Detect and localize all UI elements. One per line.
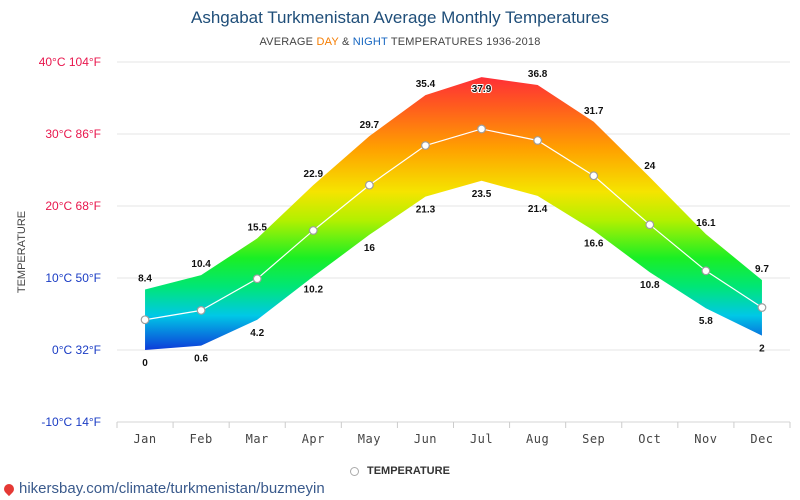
x-tick-label: May (358, 432, 381, 446)
night-value-label: 0 (142, 358, 148, 369)
night-value-label: 23.5 (472, 189, 492, 200)
y-tick-label: 30°C 86°F (45, 127, 101, 141)
mean-point (645, 220, 655, 230)
mean-point (589, 171, 599, 181)
y-tick-label: 40°C 104°F (39, 55, 101, 69)
night-value-label: 21.3 (416, 205, 436, 216)
mean-point (364, 180, 374, 190)
night-value-label: 2 (759, 344, 765, 355)
x-tick-label: Jun (414, 432, 437, 446)
chart-subtitle: AVERAGE DAY & NIGHT TEMPERATURES 1936-20… (0, 36, 800, 48)
mean-point (421, 141, 430, 150)
source-url: hikersbay.com/climate/turkmenistan/buzme… (19, 480, 325, 497)
day-value-label: 36.8 (528, 69, 548, 80)
day-value-label: 37.9 (472, 84, 492, 95)
x-tick-label: Jan (133, 432, 156, 446)
x-tick-label: Aug (526, 432, 549, 446)
night-value-label: 10.8 (640, 280, 660, 291)
night-value-label: 16 (364, 243, 376, 254)
mean-point (533, 136, 543, 145)
subtitle-day: DAY (316, 36, 339, 48)
chart-legend[interactable]: TEMPERATURE (350, 465, 450, 477)
x-tick-label: Jul (470, 432, 493, 446)
subtitle-amp: & (338, 36, 353, 48)
y-tick-label: -10°C 14°F (41, 415, 101, 429)
mean-point (252, 274, 262, 284)
source-link[interactable]: hikersbay.com/climate/turkmenistan/buzme… (1, 480, 325, 497)
subtitle-suffix: TEMPERATURES 1936-2018 (387, 36, 541, 48)
day-value-label: 16.1 (696, 218, 716, 229)
mean-temperature-line (144, 128, 763, 321)
subtitle-prefix: AVERAGE (259, 36, 317, 48)
x-tick-label: Dec (750, 432, 773, 446)
day-value-label: 22.9 (304, 169, 324, 180)
subtitle-night: NIGHT (352, 36, 388, 48)
day-value-label: 24 (644, 161, 656, 172)
x-tick-label: Sep (582, 432, 605, 446)
x-tick-label: Apr (302, 432, 325, 446)
temperature-range-band (145, 77, 762, 351)
night-value-label: 5.8 (699, 316, 713, 327)
mean-point (701, 266, 711, 276)
day-value-label: 29.7 (360, 120, 380, 131)
y-axis-title: TEMPERATURE (16, 211, 28, 293)
x-tick-label: Feb (190, 432, 213, 446)
x-tick-label: Nov (694, 432, 717, 446)
y-tick-label: 0°C 32°F (52, 343, 101, 357)
legend-marker-icon (350, 466, 359, 476)
map-pin-icon (1, 481, 17, 497)
mean-point (196, 306, 206, 315)
night-value-label: 0.6 (194, 354, 208, 365)
day-value-label: 10.4 (191, 259, 211, 270)
day-value-label: 35.4 (416, 79, 436, 90)
x-tick-label: Oct (638, 432, 661, 446)
night-value-label: 10.2 (304, 285, 324, 296)
day-value-label: 31.7 (584, 106, 604, 117)
mean-point (477, 124, 486, 134)
legend-label: TEMPERATURE (367, 465, 450, 477)
day-value-label: 15.5 (247, 222, 267, 233)
night-value-label: 4.2 (250, 328, 264, 339)
y-tick-label: 10°C 50°F (45, 271, 101, 285)
chart-title: Ashgabat Turkmenistan Average Monthly Te… (191, 8, 609, 27)
y-tick-label: 20°C 68°F (45, 199, 101, 213)
day-value-label: 8.4 (138, 274, 152, 285)
day-value-label: 9.7 (755, 264, 769, 275)
mean-point (757, 303, 767, 312)
mean-point (140, 315, 150, 325)
night-value-label: 16.6 (584, 238, 604, 249)
x-tick-label: Mar (246, 432, 269, 446)
mean-point (308, 226, 318, 235)
night-value-label: 21.4 (528, 204, 548, 215)
